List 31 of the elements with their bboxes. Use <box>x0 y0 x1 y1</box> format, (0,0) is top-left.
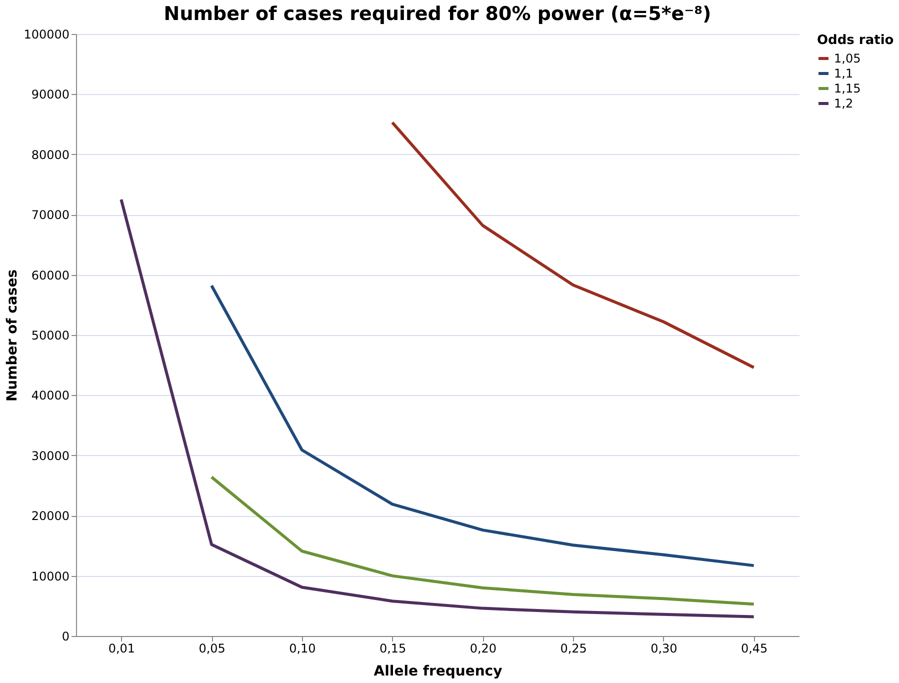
x-tick-label: 0,45 <box>740 642 768 656</box>
y-tick-label: 60000 <box>31 268 70 282</box>
y-tick-label: 70000 <box>31 208 70 222</box>
y-tick-label: 40000 <box>31 388 70 403</box>
y-tick-label: 50000 <box>31 328 70 342</box>
x-tick-label: 0,10 <box>289 642 316 656</box>
legend-label: 1,1 <box>834 66 854 80</box>
y-tick-label: 20000 <box>31 509 70 524</box>
legend-label: 1,15 <box>834 82 861 96</box>
line-series <box>210 284 756 568</box>
x-tick-label: 0,15 <box>379 642 406 656</box>
legend-title: Odds ratio <box>817 33 894 48</box>
legend-label: 1,05 <box>834 52 861 66</box>
line-series <box>120 198 756 618</box>
x-axis-title: Allele frequency <box>374 664 502 680</box>
y-tick-label: 10000 <box>31 569 70 584</box>
y-tick-label: 80000 <box>31 148 70 162</box>
line-series <box>210 476 756 606</box>
y-tick-label: 90000 <box>31 88 70 102</box>
y-axis-title: Number of cases <box>4 269 21 402</box>
x-tick-label: 0,20 <box>470 642 497 656</box>
legend-label: 1,2 <box>834 96 854 110</box>
chart-title: Number of cases required for 80% power (α=5*e⁻⁸) <box>164 3 712 25</box>
y-tick-label: 0 <box>62 630 70 644</box>
y-tick-label: 30000 <box>31 448 70 463</box>
x-tick-label: 0,30 <box>650 642 678 656</box>
line-series <box>390 120 756 370</box>
y-tick-label: 100000 <box>24 28 70 42</box>
x-tick-label: 0,05 <box>198 642 226 656</box>
x-tick-label: 0,01 <box>108 642 136 656</box>
x-tick-label: 0,25 <box>560 642 587 656</box>
